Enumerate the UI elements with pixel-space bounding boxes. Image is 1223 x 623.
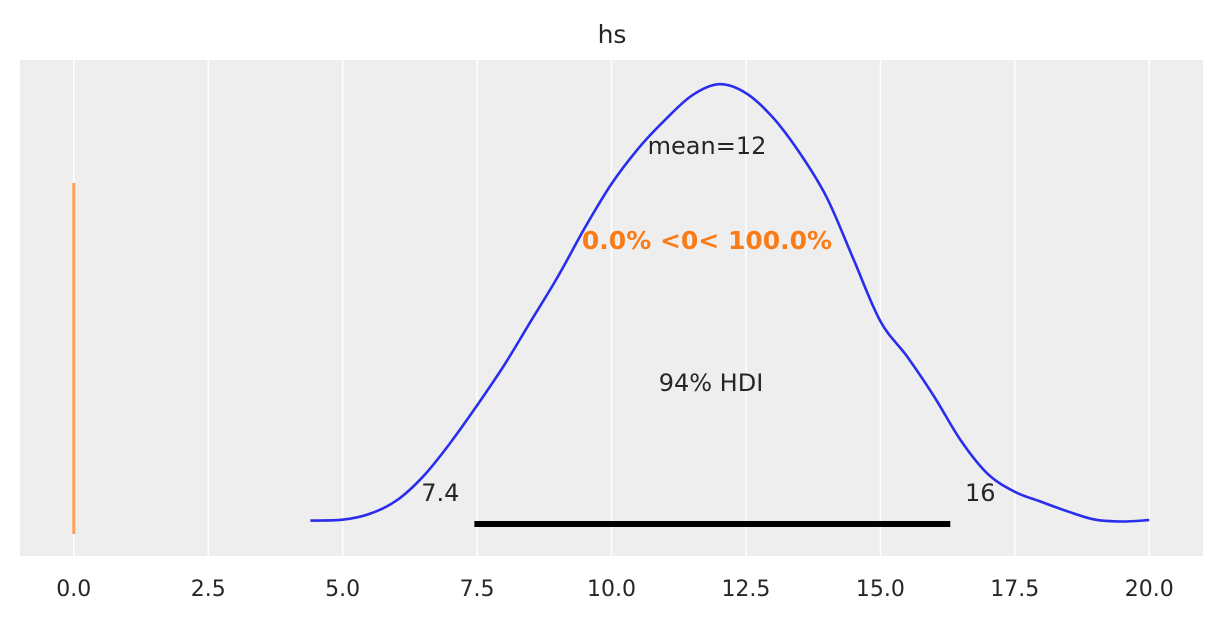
- x-tick-label: 17.5: [990, 577, 1039, 602]
- chart-title: hs: [598, 20, 627, 49]
- x-tick-label: 10.0: [587, 577, 636, 602]
- hdi-high-label: 16: [965, 479, 996, 507]
- x-tick-label: 0.0: [56, 577, 91, 602]
- hdi-low-label: 7.4: [421, 479, 459, 507]
- reference-label: 0.0% <0< 100.0%: [582, 226, 832, 255]
- x-tick-label: 2.5: [191, 577, 226, 602]
- kde-curve: [310, 82, 1150, 523]
- x-axis-ticks: 0.0 2.5 5.0 7.5 10.0 12.5 15.0 17.5 20.0: [56, 577, 1173, 602]
- grid-lines: [73, 60, 1150, 556]
- x-tick-label: 12.5: [721, 577, 770, 602]
- x-tick-label: 5.0: [325, 577, 360, 602]
- x-tick-label: 7.5: [460, 577, 495, 602]
- hdi-label: 94% HDI: [659, 369, 764, 397]
- x-tick-label: 20.0: [1125, 577, 1174, 602]
- x-tick-label: 15.0: [856, 577, 905, 602]
- mean-label: mean=12: [648, 132, 767, 160]
